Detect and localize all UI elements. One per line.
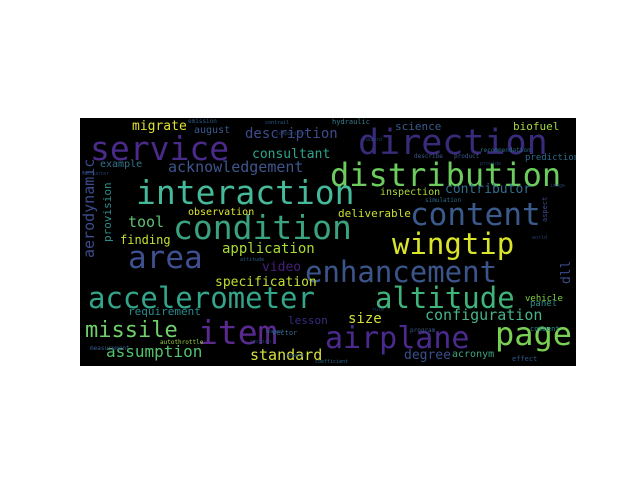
word-item: item xyxy=(198,313,278,352)
word-august: august xyxy=(194,125,231,136)
word-provision: provision xyxy=(101,182,114,242)
word-effect: effect xyxy=(512,355,538,363)
word-specification: specification xyxy=(215,275,317,290)
word-airplane: airplane xyxy=(325,321,470,356)
word-wingtip: wingtip xyxy=(392,227,515,261)
word-dll: dll xyxy=(559,260,574,284)
word-autothrottle: autothrottle xyxy=(160,339,204,346)
word-acronym: acronym xyxy=(452,349,495,360)
word-description: description xyxy=(245,126,338,142)
word-section: section xyxy=(250,339,272,345)
word-report: report xyxy=(286,353,305,359)
word-finding: finding xyxy=(120,233,171,247)
word-vehicle: vehicle xyxy=(525,294,563,304)
word-hazard: hazard xyxy=(364,137,383,143)
word-requirement: requirement xyxy=(128,305,201,318)
word-vector: vector xyxy=(272,329,298,337)
word-image: image xyxy=(550,183,566,189)
word-degree: degree xyxy=(404,348,451,363)
word-panel: panel xyxy=(530,299,558,309)
word-video: video xyxy=(262,260,302,275)
word-condition: condition xyxy=(173,208,352,247)
word-interaction: interaction xyxy=(136,173,355,212)
word-describe: describe xyxy=(414,153,443,160)
word-area: area xyxy=(128,240,203,276)
word-application: application xyxy=(222,241,315,257)
word-comparison: comparison xyxy=(276,131,307,137)
word-simulation: simulation xyxy=(425,197,462,204)
word-missile: missile xyxy=(85,318,178,343)
word-product: product xyxy=(454,153,480,160)
word-rule: rule xyxy=(372,307,385,313)
word-consultant: consultant xyxy=(252,147,331,162)
word-content: content xyxy=(410,197,541,233)
word-contrail: contrail xyxy=(265,120,290,126)
word-distribution: distribution xyxy=(330,156,562,194)
word-contributor: contributor xyxy=(445,182,532,197)
word-configuration: configuration xyxy=(425,306,543,324)
word-hydraulic: hydraulic xyxy=(332,118,370,126)
word-inspection: inspection xyxy=(380,187,441,198)
word-encounter: encounter xyxy=(82,171,110,177)
word-cloud: direction service distribution interacti… xyxy=(80,118,576,366)
word-attitude: attitude xyxy=(240,257,265,263)
word-prediction: prediction xyxy=(525,153,576,163)
word-moment: moment xyxy=(266,329,285,335)
word-provide: provide xyxy=(480,161,502,167)
word-standard: standard xyxy=(250,346,323,364)
word-lesson: lesson xyxy=(288,314,328,327)
word-emission: emission xyxy=(188,118,217,125)
word-coefficient: coefficient xyxy=(315,359,349,365)
word-example: example xyxy=(100,159,143,170)
word-measurement: measurement xyxy=(90,345,130,352)
word-world: world xyxy=(532,235,548,241)
word-recommendation: recommendation xyxy=(480,147,531,154)
word-program: program xyxy=(410,327,436,334)
word-biofuel: biofuel xyxy=(513,120,560,133)
word-size: size xyxy=(348,311,382,327)
word-service: service xyxy=(90,129,230,168)
word-altitude: altitude xyxy=(375,281,515,315)
word-observation: observation xyxy=(188,207,255,218)
word-direction: direction xyxy=(358,123,548,163)
word-page: page xyxy=(495,315,573,353)
word-science: science xyxy=(395,120,442,133)
word-deliverable: deliverable xyxy=(338,207,411,220)
word-accelerometer: accelerometer xyxy=(88,281,315,315)
word-migrate: migrate xyxy=(132,119,187,134)
word-comment: comment xyxy=(530,325,560,333)
word-assumption: assumption xyxy=(106,342,203,361)
word-enhancement: enhancement xyxy=(305,255,498,289)
word-tool: tool xyxy=(128,213,165,231)
word-acknowledgement: acknowledgement xyxy=(168,158,304,176)
word-aspect: aspect xyxy=(541,196,549,222)
